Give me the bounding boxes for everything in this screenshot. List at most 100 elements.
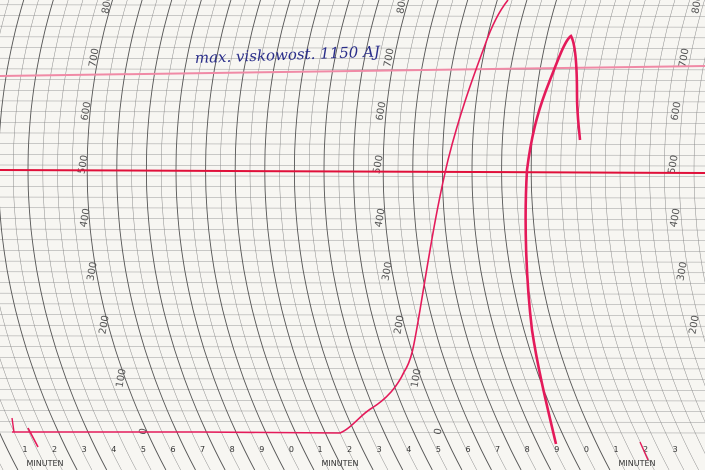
trace-2 — [524, 34, 582, 445]
grid-line — [0, 4, 705, 7]
grid-arc — [530, 0, 611, 470]
scale-label: 400 — [79, 208, 93, 229]
grid-arc — [86, 0, 167, 470]
scale-label: 100 — [409, 368, 423, 389]
minute-label: 2 — [52, 445, 57, 454]
grid-arc — [501, 0, 581, 470]
grid-line — [0, 389, 705, 391]
mark — [639, 441, 649, 461]
trace-1 — [12, 0, 509, 434]
grid-arc — [27, 0, 108, 470]
minute-label: 3 — [377, 445, 382, 454]
grid-arc — [338, 0, 418, 470]
grid-arc — [190, 0, 270, 470]
minute-label: 3 — [82, 445, 87, 454]
grid-arc — [249, 0, 329, 470]
grid-arc — [545, 0, 625, 470]
labels: 0100200300400500600700800010020030040050… — [22, 0, 705, 468]
grid-line — [0, 100, 705, 103]
grid-line — [0, 111, 705, 113]
grid-line — [0, 346, 705, 348]
grid-line — [0, 239, 705, 242]
grid-arc — [575, 0, 655, 470]
minute-unit: MINUTEN — [26, 459, 63, 468]
mark — [27, 427, 39, 448]
grid-line — [0, 378, 705, 380]
minute-label: 9 — [554, 445, 559, 454]
minute-label: 2 — [643, 445, 648, 454]
grid-line — [0, 196, 705, 199]
grid-arc — [693, 56, 705, 284]
scale-label: 800 — [100, 0, 114, 15]
grid-line — [0, 154, 705, 156]
scale-label: 300 — [381, 261, 395, 282]
scale-label: 700 — [382, 47, 396, 68]
minute-label: 5 — [141, 445, 146, 454]
minute-label: 2 — [347, 445, 352, 454]
scale-label: 500 — [371, 154, 385, 175]
grid-arc — [664, 0, 705, 387]
grid-arc — [264, 0, 344, 470]
minute-label: 9 — [259, 445, 264, 454]
grid-line — [0, 292, 705, 295]
grid-arc — [0, 463, 4, 470]
grid-arc — [516, 0, 596, 470]
scale-label: 600 — [79, 101, 93, 122]
scale-label: 800 — [690, 0, 704, 15]
grid-arc — [160, 0, 241, 470]
grid-arc — [560, 0, 640, 470]
grid-arc — [456, 0, 537, 470]
grid-line — [0, 143, 705, 145]
grid-line — [0, 218, 705, 220]
mark — [11, 417, 15, 433]
grid-arc — [590, 0, 670, 470]
grid-line — [0, 89, 705, 92]
grid-line — [0, 186, 705, 188]
grid-line — [0, 260, 705, 263]
grid-arc — [323, 0, 404, 470]
scale-label: 200 — [98, 314, 112, 335]
reference-line — [0, 169, 705, 174]
minute-label: 1 — [613, 445, 618, 454]
grid-arc — [649, 0, 705, 423]
grid-arc — [220, 0, 300, 470]
grid-arc — [131, 0, 211, 470]
grid-arc — [0, 432, 19, 470]
minute-label: 4 — [111, 445, 116, 454]
grid-line — [0, 36, 705, 39]
scale-label: 200 — [393, 314, 407, 335]
minute-label: 7 — [200, 445, 205, 454]
grid-arc — [604, 0, 685, 470]
grid-line — [0, 367, 705, 370]
scale-label: 400 — [669, 208, 683, 229]
grid-arc — [145, 0, 226, 470]
minute-label: 5 — [436, 445, 441, 454]
grid-arc — [279, 0, 359, 470]
scale-label: 500 — [76, 154, 90, 175]
grid-line — [0, 314, 705, 316]
annotation: max. viskowost. 1150 AJ — [195, 43, 382, 67]
scale-label: 600 — [374, 101, 388, 122]
grid-line — [0, 399, 705, 402]
grid-arc — [12, 0, 93, 470]
minute-label: 1 — [317, 445, 322, 454]
minute-label: 0 — [584, 445, 589, 454]
scale-label: 200 — [688, 314, 702, 335]
grid-arc — [42, 0, 122, 470]
minute-label: 7 — [495, 445, 500, 454]
grid-arc — [234, 0, 315, 470]
grid-line — [0, 15, 705, 17]
grid-arc — [72, 0, 152, 470]
grid-line — [0, 175, 705, 177]
grid-arc — [678, 0, 705, 343]
minute-label: 4 — [406, 445, 411, 454]
grid-line — [0, 25, 705, 28]
grid-line — [0, 410, 705, 412]
grid-arc — [308, 0, 389, 470]
grid-arc — [0, 357, 48, 470]
grid-line — [0, 68, 705, 71]
grid-line — [0, 47, 705, 49]
scale-label: 600 — [669, 101, 683, 122]
minute-unit: MINUTEN — [618, 459, 655, 468]
